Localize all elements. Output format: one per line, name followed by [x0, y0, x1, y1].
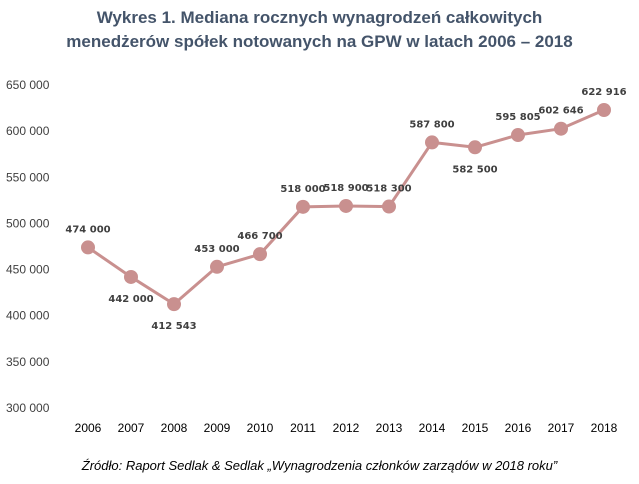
data-label: 518 300 [366, 184, 411, 195]
chart-title-line-1: Wykres 1. Mediana rocznych wynagrodzeń c… [96, 8, 543, 27]
data-point [167, 297, 181, 312]
data-label: 412 543 [151, 321, 196, 332]
data-label: 474 000 [65, 224, 110, 235]
y-tick-label: 400 000 [6, 309, 50, 323]
data-point [382, 199, 396, 214]
x-tick-label: 2014 [419, 421, 446, 435]
plot-area [81, 102, 611, 312]
data-label: 587 800 [409, 119, 454, 130]
data-label: 582 500 [452, 164, 497, 175]
data-point [124, 269, 138, 284]
data-label: 518 900 [323, 183, 368, 194]
x-tick-label: 2006 [75, 421, 102, 435]
x-tick-label: 2009 [204, 421, 231, 435]
data-point [339, 198, 353, 213]
data-point [253, 247, 267, 262]
x-tick-label: 2013 [376, 421, 403, 435]
x-tick-label: 2012 [333, 421, 360, 435]
y-tick-label: 550 000 [6, 170, 50, 184]
data-label: 466 700 [237, 231, 282, 242]
y-tick-label: 600 000 [6, 124, 50, 138]
x-axis: 2006 2007 2008 2009 2010 2011 2012 2013 2014 2015… [75, 421, 618, 435]
y-axis: 300 000 350 000 400 000 450 000 500 000 550 0… [6, 78, 50, 415]
x-tick-label: 2011 [290, 421, 316, 435]
data-label: 595 805 [495, 112, 540, 123]
data-label: 602 646 [538, 106, 583, 117]
data-point [210, 259, 224, 274]
data-point [511, 128, 525, 143]
y-tick-label: 350 000 [6, 355, 50, 369]
y-tick-label: 650 000 [6, 78, 50, 92]
data-point [81, 240, 95, 255]
data-point [597, 102, 611, 117]
y-tick-label: 300 000 [6, 401, 50, 415]
chart-title: Wykres 1. Mediana rocznych wynagrodzeń c… [0, 6, 639, 54]
x-tick-label: 2015 [462, 421, 489, 435]
x-tick-label: 2008 [161, 421, 188, 435]
data-point [554, 121, 568, 136]
y-tick-label: 500 000 [6, 216, 50, 230]
data-point [468, 140, 482, 155]
x-tick-label: 2010 [247, 421, 274, 435]
data-point [425, 135, 439, 150]
data-label: 453 000 [194, 244, 239, 255]
data-point [296, 199, 310, 214]
y-tick-label: 450 000 [6, 263, 50, 277]
x-tick-label: 2007 [118, 421, 145, 435]
data-label: 622 916 [581, 87, 626, 98]
data-label: 518 000 [280, 184, 325, 195]
x-tick-label: 2017 [548, 421, 575, 435]
data-labels: 474 000 442 000 412 543 453 000 466 700 518 0… [65, 87, 626, 332]
source-note: Źródło: Raport Sedlak & Sedlak „Wynagrod… [81, 458, 558, 473]
chart-title-line-2: menedżerów spółek notowanych na GPW w la… [66, 32, 573, 51]
x-tick-label: 2016 [505, 421, 532, 435]
data-label: 442 000 [108, 294, 153, 305]
x-tick-label: 2018 [591, 421, 618, 435]
